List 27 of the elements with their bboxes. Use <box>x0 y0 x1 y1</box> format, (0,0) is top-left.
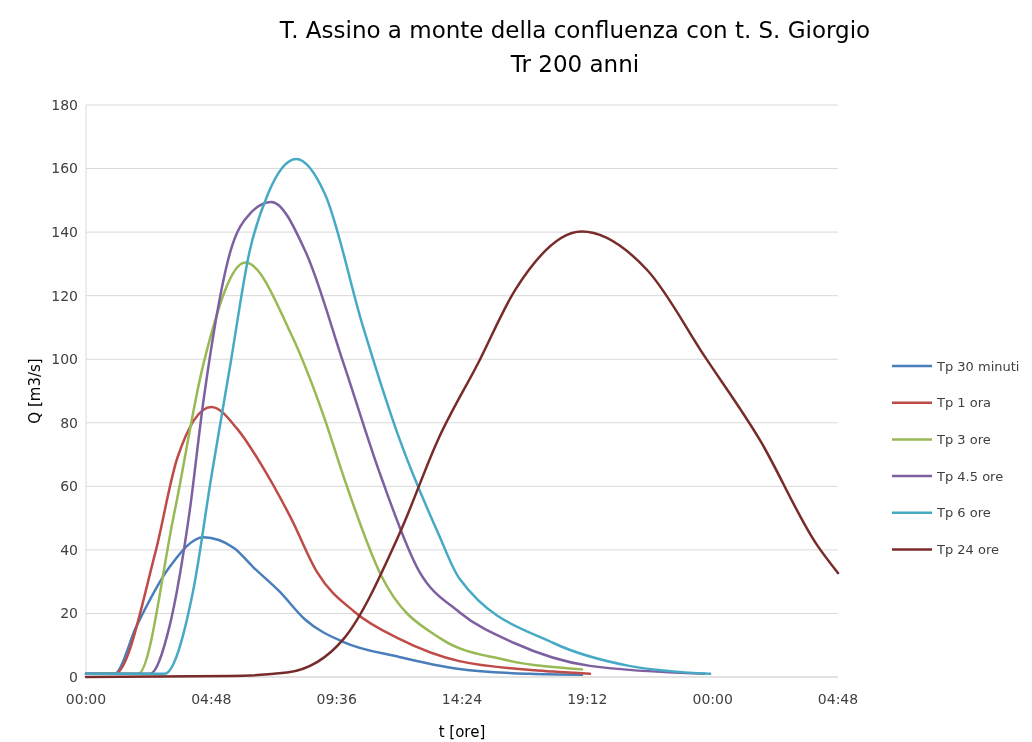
x-tick-label: 14:24 <box>441 691 483 707</box>
y-axis-title: Q [m3/s] <box>26 358 44 424</box>
y-tick-label: 0 <box>69 668 78 685</box>
legend-label: Tp 24 ore <box>936 542 1000 558</box>
y-tick-label: 60 <box>60 478 78 495</box>
x-tick-label: 04:48 <box>817 691 859 707</box>
y-tick-label: 20 <box>60 605 78 622</box>
x-tick-label: 00:00 <box>65 691 107 707</box>
chart-title: T. Assino a monte della confluenza con t. S. Giorgio <box>278 17 871 43</box>
legend-label: Tp 6 ore <box>936 505 991 521</box>
x-tick-label: 00:00 <box>692 691 733 707</box>
x-axis-title: t [ore] <box>438 723 486 741</box>
y-tick-label: 160 <box>51 160 78 177</box>
legend-label: Tp 1 ora <box>936 395 991 411</box>
y-tick-label: 140 <box>51 224 78 241</box>
x-tick-label: 09:36 <box>316 691 357 707</box>
legend-label: Tp 4.5 ore <box>936 468 1004 484</box>
x-tick-label: 19:12 <box>567 691 608 707</box>
legend-label: Tp 30 minuti <box>936 358 1020 374</box>
y-tick-label: 40 <box>60 541 78 558</box>
chart-subtitle: Tr 200 anni <box>509 51 640 77</box>
y-tick-label: 80 <box>60 414 78 431</box>
legend-label: Tp 3 ore <box>936 431 991 447</box>
y-tick-label: 180 <box>51 96 78 113</box>
y-tick-label: 120 <box>51 287 78 304</box>
y-tick-label: 100 <box>51 351 78 368</box>
x-tick-label: 04:48 <box>191 691 232 707</box>
